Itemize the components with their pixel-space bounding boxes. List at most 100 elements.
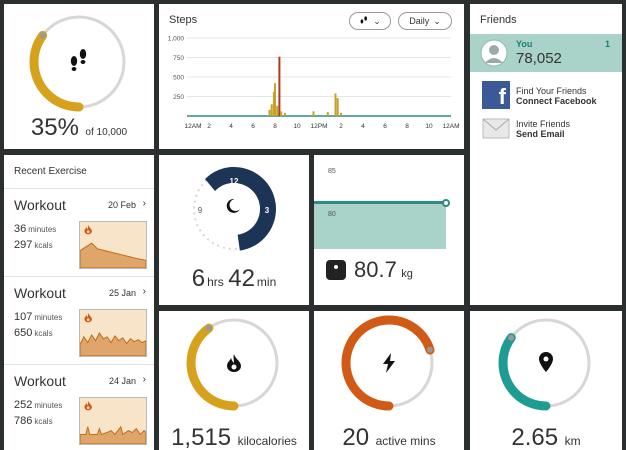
exercise-title: Workout — [14, 197, 66, 213]
sleep-hours: 6 — [191, 265, 206, 292]
exercise-kcals: 297 kcals — [14, 239, 53, 251]
connect-facebook-link[interactable]: Connect Facebook — [516, 96, 597, 106]
friend-rank: 1 — [604, 39, 610, 49]
exercise-minutes-unit: minutes — [34, 313, 63, 322]
active-unit: active mins — [375, 434, 436, 448]
x-tick-label: 4 — [229, 123, 233, 130]
clock-label-6: 6 — [232, 241, 237, 250]
scale-icon — [326, 260, 346, 280]
steps-bar — [334, 93, 337, 116]
active-value: 20 — [342, 424, 370, 450]
chevron-right-icon[interactable]: › — [142, 374, 146, 385]
exercise-kcals: 786 kcals — [14, 415, 53, 427]
flame-icon — [84, 224, 92, 235]
steps-bar — [278, 56, 281, 116]
sleep-tile[interactable]: 12 3 6 9 6 hrs 42 min — [159, 155, 309, 305]
clock-label-3: 3 — [265, 206, 270, 215]
x-tick-label: 12AM — [443, 123, 460, 130]
distance-ring — [498, 315, 594, 411]
steps-bar — [280, 111, 283, 116]
exercise-date: 20 Feb — [107, 200, 136, 210]
exercise-kcals: 650 kcals — [14, 327, 53, 339]
exercise-minutes: 252 minutes — [14, 399, 62, 411]
friend-row-you[interactable]: You 78,052 1 — [470, 34, 622, 72]
active-minutes-tile[interactable]: 20 active mins — [314, 311, 464, 450]
calories-readout: 1,515 kilocalories — [159, 424, 309, 450]
distance-readout: 2.65 km — [470, 424, 622, 450]
calories-unit: kilocalories — [237, 434, 297, 448]
location-pin-icon — [539, 352, 553, 372]
exercise-minutes: 36 minutes — [14, 223, 56, 235]
weight-line-end — [442, 199, 450, 207]
calories-value: 1,515 — [171, 424, 232, 450]
friends-tile: Friends You 78,052 1 f Find Your Friends… — [470, 4, 622, 305]
facebook-icon: f — [482, 81, 510, 109]
steps-tile[interactable]: 35% of 10,000 — [4, 4, 154, 149]
x-tick-label: 6 — [383, 123, 387, 130]
exercise-date: 24 Jan — [108, 376, 136, 386]
exercise-date: 25 Jan — [108, 288, 136, 298]
lightning-icon — [383, 353, 395, 373]
x-tick-label: 8 — [273, 123, 277, 130]
calories-ring — [186, 315, 282, 411]
weight-ytick-80: 80 — [328, 211, 336, 218]
steps-bar — [268, 109, 271, 116]
x-tick-label: 8 — [405, 123, 409, 130]
weight-tile[interactable]: 85 80 80.7 kg — [314, 155, 464, 305]
steps-bar — [274, 83, 276, 116]
friend-steps: 78,052 — [516, 50, 562, 67]
x-tick-label: 10 — [425, 123, 433, 130]
exercise-kcals-unit: kcals — [34, 329, 53, 338]
recent-exercise-title: Recent Exercise — [14, 166, 87, 177]
flame-icon — [84, 400, 92, 411]
weight-unit: kg — [401, 268, 413, 280]
chevron-down-icon: ⌄ — [433, 15, 441, 26]
activity-filter-dropdown[interactable]: ⌄ — [349, 12, 391, 30]
flame-icon — [84, 312, 92, 323]
exercise-item[interactable]: Workout 24 Jan › 252 minutes 786 kcals — [4, 364, 154, 450]
steps-readout: 35% of 10,000 — [4, 114, 154, 142]
steps-bar-chart: 1,000 750 500 250 12AM 2 4 6 8 10 12PM 2 4 6 8 10 12AM — [168, 36, 460, 131]
steps-chart-tile: Steps ⌄ Daily ⌄ 1,000 750 500 250 12AM 2 4 6 8 10… — [159, 4, 464, 149]
exercise-kcals-unit: kcals — [34, 417, 53, 426]
send-email-link[interactable]: Send Email — [516, 129, 565, 139]
steps-percent: 35% — [30, 114, 79, 141]
sleep-minutes-unit: min — [256, 275, 277, 289]
invite-friends-row[interactable]: Invite Friends Send Email — [470, 112, 622, 150]
steps-bar — [340, 112, 342, 116]
sleep-readout: 6 hrs 42 min — [159, 265, 309, 293]
find-friends-row[interactable]: f Find Your Friends Connect Facebook — [470, 78, 622, 116]
calories-tile[interactable]: 1,515 kilocalories — [159, 311, 309, 450]
chevron-right-icon[interactable]: › — [142, 198, 146, 209]
sleep-clock: 12 3 6 9 — [193, 167, 276, 251]
exercise-kcals-value: 650 — [14, 327, 33, 339]
distance-tile[interactable]: 2.65 km — [470, 311, 622, 450]
moon-icon — [226, 198, 240, 213]
exercise-minutes-value: 252 — [14, 399, 33, 411]
steps-bar — [336, 98, 339, 116]
steps-bar — [312, 111, 315, 116]
y-tick-label: 750 — [173, 55, 184, 62]
x-tick-label: 2 — [207, 123, 211, 130]
footprints-icon — [70, 49, 87, 71]
period-dropdown[interactable]: Daily ⌄ — [398, 12, 452, 30]
weight-ytick-85: 85 — [328, 168, 336, 175]
invite-friends-label: Invite Friends — [516, 119, 571, 129]
chevron-right-icon[interactable]: › — [142, 286, 146, 297]
steps-bar — [270, 104, 273, 116]
heart-rate-sparkline — [79, 397, 147, 445]
x-tick-label: 12PM — [311, 123, 328, 130]
x-tick-label: 12AM — [185, 123, 202, 130]
exercise-item[interactable]: Workout 20 Feb › 36 minutes 297 kcals — [4, 188, 154, 276]
weight-area — [314, 201, 446, 249]
y-tick-label: 500 — [173, 75, 184, 82]
friends-title: Friends — [480, 14, 517, 26]
steps-bar — [276, 105, 279, 116]
exercise-item[interactable]: Workout 25 Jan › 107 minutes 650 kcals — [4, 276, 154, 364]
heart-rate-sparkline — [79, 309, 147, 357]
y-tick-label: 1,000 — [168, 36, 185, 43]
avatar-icon — [480, 39, 508, 67]
find-friends-label: Find Your Friends — [516, 86, 587, 96]
clock-label-12: 12 — [230, 177, 239, 186]
x-tick-label: 6 — [251, 123, 255, 130]
